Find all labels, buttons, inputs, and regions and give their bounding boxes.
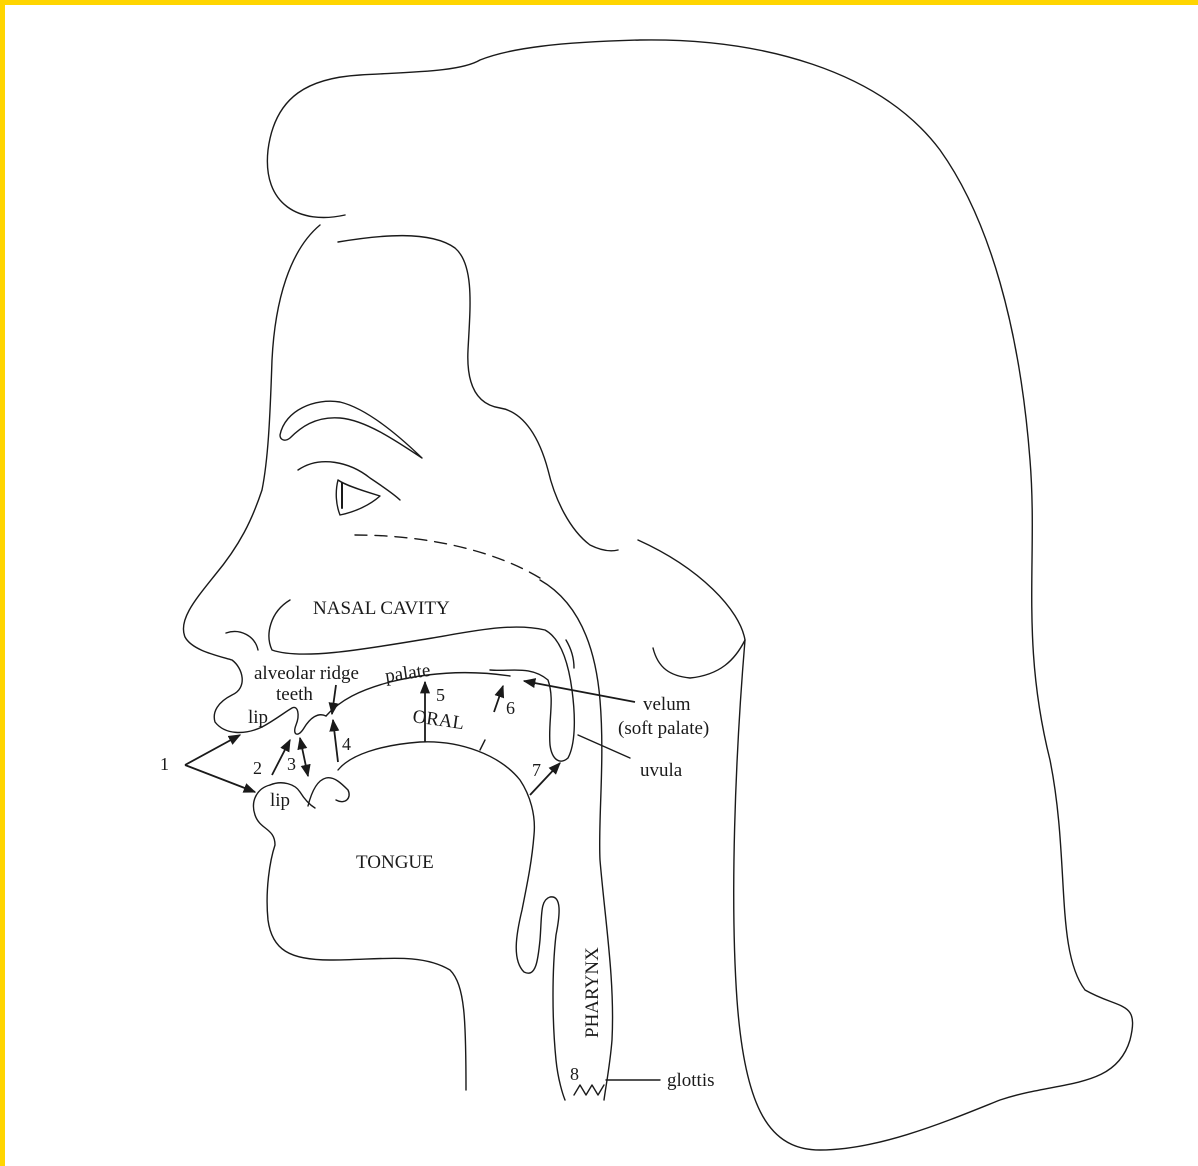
lower-lip-contour <box>252 784 467 1091</box>
number-8: 8 <box>570 1064 579 1084</box>
arrow-2 <box>271 738 291 776</box>
number-3: 3 <box>287 754 296 774</box>
palate-roof <box>325 671 511 717</box>
arrow-3 <box>297 736 311 778</box>
lower-teeth <box>307 776 350 807</box>
arrow-velum <box>522 678 636 703</box>
nostril <box>225 630 259 651</box>
glottis-symbol <box>573 1084 605 1096</box>
arrow-1-upper <box>184 734 242 766</box>
nasal-cavity-outline <box>268 599 575 762</box>
label-tongue: TONGUE <box>356 852 434 873</box>
eyebrow <box>279 400 423 459</box>
eye-lid <box>297 461 401 501</box>
border-left <box>0 0 5 1166</box>
cheek-contour <box>337 234 619 552</box>
label-glottis: glottis <box>667 1070 715 1091</box>
label-upper-lip: lip <box>248 707 268 728</box>
number-1: 1 <box>160 754 169 774</box>
hair-outline <box>266 39 1134 1151</box>
label-soft-palate: (soft palate) <box>618 718 709 739</box>
number-5: 5 <box>436 685 445 705</box>
label-teeth: teeth <box>276 684 313 705</box>
label-uvula: uvula <box>640 760 683 781</box>
tongue-notch <box>479 739 486 751</box>
arrow-6 <box>493 684 505 713</box>
number-7: 7 <box>532 760 541 780</box>
label-pharynx: PHARYNX <box>582 947 603 1038</box>
nasopharynx-back <box>539 579 614 1101</box>
label-oral: ORAL <box>411 706 465 734</box>
number-2: 2 <box>253 758 262 778</box>
label-velum: velum <box>643 694 691 715</box>
number-4: 4 <box>342 734 351 754</box>
label-nasal-cavity: NASAL CAVITY <box>313 598 450 619</box>
lower-lip-top <box>269 782 316 809</box>
arrow-7 <box>529 762 561 796</box>
label-alveolar-ridge: alveolar ridge <box>254 663 359 684</box>
nasal-roof-dashed <box>354 534 541 579</box>
nasal-side <box>565 639 575 669</box>
arrow-1-lower <box>184 764 257 793</box>
number-6: 6 <box>506 698 515 718</box>
face-profile <box>182 224 321 734</box>
uvula-pointer <box>577 734 631 759</box>
border-top <box>0 0 1198 5</box>
arrow-alveolar <box>328 684 339 716</box>
arrow-4 <box>329 718 340 763</box>
jaw-neck <box>637 539 746 679</box>
tongue-outline <box>337 741 566 1101</box>
label-lower-lip: lip <box>270 790 290 811</box>
upper-lip-contour <box>261 706 327 735</box>
eye <box>335 479 381 516</box>
